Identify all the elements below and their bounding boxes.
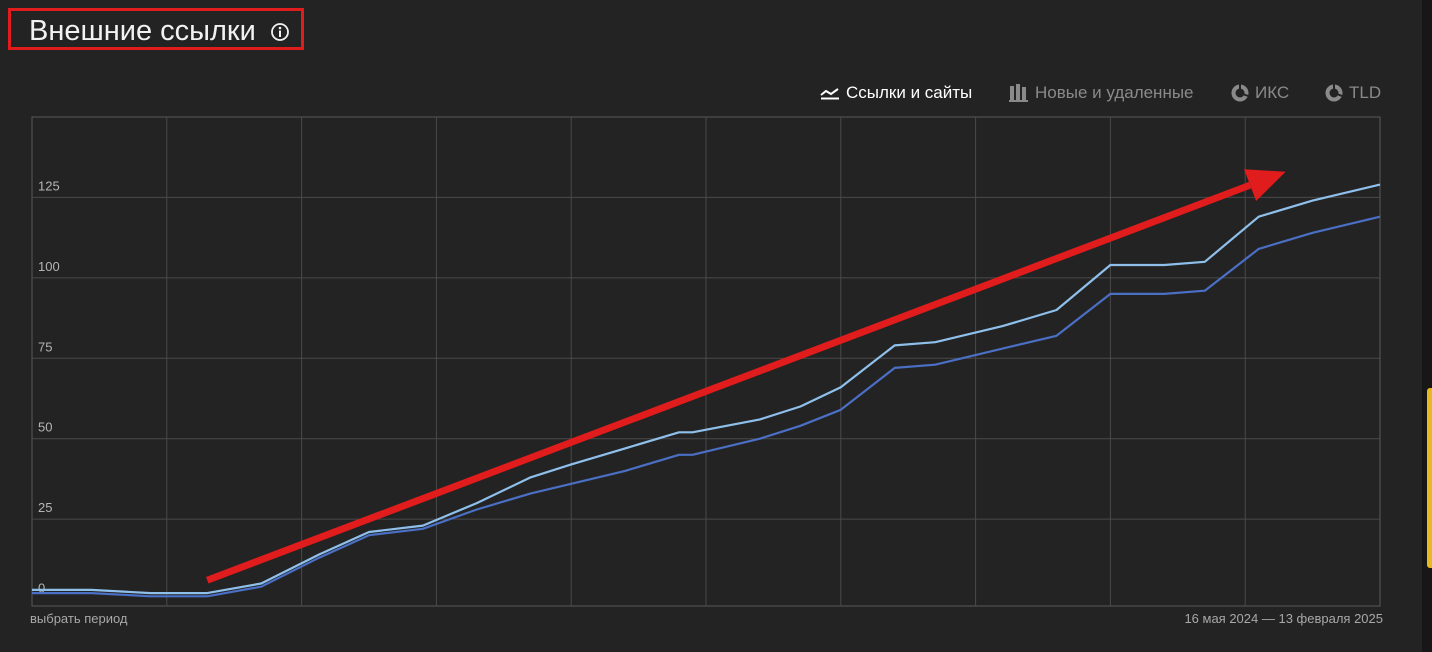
tab-new-and-deleted-label: Новые и удаленные: [1035, 83, 1194, 102]
y-tick-label: 75: [38, 339, 52, 354]
date-range-label: 16 мая 2024 — 13 февраля 2025: [1184, 611, 1383, 626]
tab-tld-label: TLD: [1349, 83, 1382, 102]
y-tick-label: 50: [38, 420, 52, 435]
line-chart-icon: [820, 88, 839, 100]
y-tick-label: 0: [38, 581, 45, 596]
y-tick-label: 125: [38, 178, 60, 193]
trend-arrow-head: [1244, 169, 1286, 202]
tab-tld[interactable]: TLD: [1325, 82, 1381, 104]
series-line-2: [32, 215, 1381, 598]
tab-links-and-sites-label: Ссылки и сайты: [846, 83, 973, 102]
series-line-1: [32, 183, 1381, 595]
y-tick-label: 25: [38, 500, 52, 515]
y-tick-label: 100: [38, 259, 60, 274]
trend-arrow-shaft: [205, 181, 1252, 584]
select-period-link[interactable]: выбрать период: [30, 611, 128, 626]
tab-iks[interactable]: ИКС: [1231, 82, 1289, 104]
info-circle-icon[interactable]: [270, 22, 290, 42]
bar-chart-icon: [1009, 84, 1028, 102]
tab-iks-label: ИКС: [1255, 83, 1290, 102]
title-highlight-box: [8, 8, 304, 50]
pie-chart-icon: [1325, 84, 1343, 102]
tab-links-and-sites[interactable]: Ссылки и сайты: [820, 82, 972, 104]
side-panel-accent: [1427, 388, 1432, 568]
pie-chart-icon: [1231, 84, 1249, 102]
tab-new-and-deleted[interactable]: Новые и удаленные: [1009, 82, 1194, 104]
side-panel-edge: [1422, 0, 1432, 652]
page-title: Внешние ссылки: [29, 15, 256, 47]
